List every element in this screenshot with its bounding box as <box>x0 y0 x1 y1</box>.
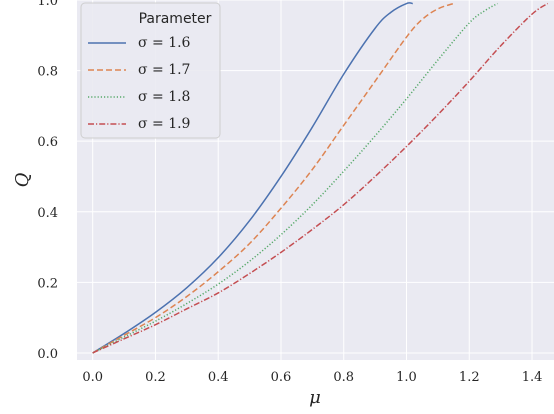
legend-label: σ = 1.9 <box>138 116 190 132</box>
series-line <box>92 2 498 354</box>
x-tick-label: 1.2 <box>459 370 480 385</box>
y-tick-label: 0.6 <box>37 135 58 150</box>
x-tick-label: 0.8 <box>333 370 354 385</box>
legend: Parameter σ = 1.6 σ = 1.7 σ = 1.8 σ = 1.9 <box>80 2 221 139</box>
series-line <box>92 2 413 354</box>
y-tick-label: 0.0 <box>37 347 58 362</box>
legend-box <box>80 2 221 139</box>
y-tick-label: 0.8 <box>37 65 58 80</box>
x-tick-label: 1.0 <box>396 370 417 385</box>
x-tick-label: 0.6 <box>271 370 292 385</box>
x-tick-labels: 0.0 0.2 0.4 0.6 0.8 1.0 1.2 1.4 <box>82 370 542 385</box>
x-tick-label: 0.0 <box>82 370 103 385</box>
legend-title: Parameter <box>139 11 212 27</box>
x-axis-label: μ <box>309 387 321 408</box>
series-lines <box>92 2 549 354</box>
x-tick-label: 0.2 <box>145 370 166 385</box>
y-tick-label: 0.2 <box>37 276 58 291</box>
legend-label: σ = 1.7 <box>138 62 190 78</box>
y-axis-label: Q <box>12 172 33 187</box>
y-tick-labels: 0.0 0.2 0.4 0.6 0.8 1.0 <box>37 0 58 362</box>
legend-label: σ = 1.8 <box>138 89 190 105</box>
y-tick-label: 0.4 <box>37 206 58 221</box>
series-line <box>92 2 454 354</box>
x-tick-label: 1.4 <box>522 370 543 385</box>
y-tick-label: 1.0 <box>37 0 58 9</box>
x-tick-label: 0.4 <box>208 370 229 385</box>
series-line <box>92 2 549 354</box>
legend-label: σ = 1.6 <box>138 35 191 51</box>
